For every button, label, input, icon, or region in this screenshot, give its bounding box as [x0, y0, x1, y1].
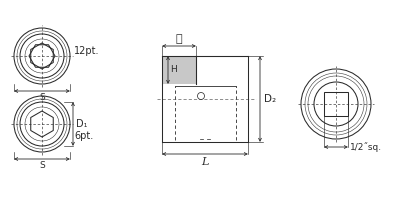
Text: 12pt.: 12pt.	[74, 46, 100, 56]
Text: H: H	[170, 64, 177, 73]
Bar	[162, 56, 196, 84]
Text: S: S	[39, 93, 45, 102]
Text: D₁: D₁	[76, 119, 88, 129]
Bar	[162, 56, 248, 142]
Text: 1/2˝sq.: 1/2˝sq.	[350, 142, 382, 152]
Text: S: S	[39, 161, 45, 170]
Text: L: L	[201, 157, 209, 167]
Text: D₂: D₂	[264, 94, 276, 104]
Text: ℓ: ℓ	[176, 34, 182, 44]
Text: 6pt.: 6pt.	[74, 131, 93, 141]
